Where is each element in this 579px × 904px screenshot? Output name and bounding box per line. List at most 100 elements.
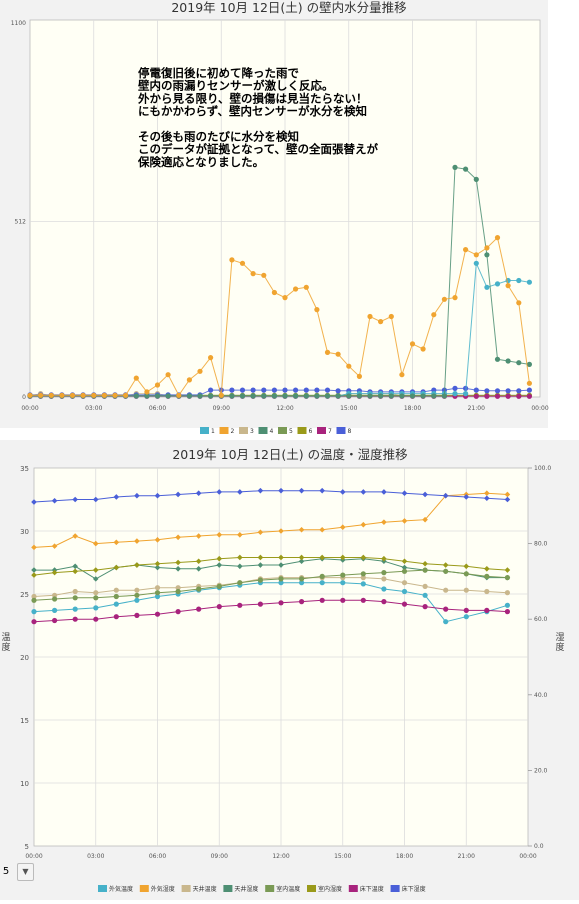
data-point: [360, 489, 367, 495]
data-point: [113, 587, 119, 593]
data-point: [216, 489, 223, 495]
data-point: [443, 619, 449, 625]
data-point: [257, 577, 263, 583]
series-line-天井温度: [33, 577, 508, 597]
data-point: [293, 387, 299, 393]
data-point: [319, 554, 325, 561]
legend-swatch: [278, 427, 287, 434]
data-point: [239, 393, 246, 399]
data-point: [299, 599, 305, 605]
data-point: [443, 568, 449, 574]
annotation-text: このデータが証拠となって、壁の全面張替えが: [138, 142, 379, 156]
y-right-tick-label: 60.0: [534, 616, 548, 623]
y-tick-label: 0: [22, 394, 26, 401]
data-point: [463, 247, 469, 253]
legend-swatch: [297, 427, 307, 434]
data-point: [401, 564, 408, 571]
legend-label: 8: [348, 428, 352, 435]
data-point: [237, 563, 243, 570]
data-point: [516, 393, 522, 399]
data-point: [422, 604, 428, 610]
data-point: [314, 393, 320, 399]
legend-swatch: [317, 427, 326, 434]
data-point: [196, 606, 202, 612]
data-point: [52, 592, 58, 598]
data-point: [526, 380, 533, 386]
data-point: [388, 393, 394, 399]
data-point: [229, 257, 235, 263]
data-point: [69, 392, 76, 398]
data-point: [271, 387, 277, 393]
data-point: [324, 393, 331, 399]
data-point: [299, 580, 305, 586]
legend-label: 外気温度: [109, 885, 133, 893]
data-point: [399, 393, 405, 399]
data-point: [484, 566, 490, 572]
data-point: [208, 387, 214, 393]
data-point: [420, 346, 426, 352]
legend-swatch: [219, 427, 229, 434]
y-left-tick-label: 15: [20, 717, 29, 725]
legend-label: 6: [309, 428, 313, 435]
legend-swatch: [348, 885, 358, 892]
data-point: [504, 590, 510, 596]
data-point: [72, 595, 78, 601]
x-tick-label: 15:00: [340, 405, 357, 412]
data-point: [422, 567, 428, 573]
data-point: [324, 349, 331, 355]
data-point: [526, 279, 533, 285]
data-point: [154, 590, 161, 596]
legend-label: 2: [231, 428, 235, 435]
data-point: [278, 562, 284, 568]
data-point: [516, 388, 522, 394]
legend-label: 天井湿度: [234, 885, 258, 893]
data-point: [463, 391, 469, 397]
legend-swatch: [390, 885, 400, 892]
data-point: [356, 393, 362, 399]
legend-label: 5: [289, 428, 293, 435]
data-point: [484, 588, 490, 595]
data-point: [72, 563, 78, 570]
legend-label: 室内温度: [276, 885, 300, 893]
legend-label: 1: [211, 428, 215, 435]
data-point: [335, 388, 341, 394]
x-tick-label: 18:00: [404, 405, 421, 412]
temp-humidity-chart: 2019年 10月 12日(土) の温度・湿度推移 5 10 15 20 25 30 35 0.…: [0, 440, 579, 900]
annotation-text: 保険適応となりました。: [137, 155, 264, 169]
data-point: [409, 341, 416, 347]
data-point: [339, 489, 346, 495]
data-point: [443, 606, 449, 612]
data-point: [176, 392, 182, 398]
y-left-tick-label: 30: [20, 528, 29, 536]
data-point: [360, 521, 367, 528]
data-point: [381, 586, 387, 592]
y-left-tick-label: 10: [20, 780, 29, 788]
data-point: [144, 389, 150, 395]
zoom-dropdown-button[interactable]: ▼: [17, 863, 34, 881]
x-tick-label: 21:00: [458, 853, 475, 860]
data-point: [93, 605, 99, 611]
y-right-tick-label: 80.0: [534, 541, 548, 548]
data-point: [239, 387, 246, 393]
data-point: [250, 393, 256, 399]
data-point: [422, 592, 428, 598]
data-point: [134, 587, 140, 593]
data-point: [360, 581, 366, 587]
data-point: [218, 392, 224, 398]
data-point: [360, 575, 366, 581]
legend-label: 外気湿度: [151, 885, 175, 893]
data-point: [401, 568, 408, 574]
y-left-tick-label: 5: [25, 843, 29, 851]
data-point: [31, 567, 37, 573]
x-tick-label: 00:00: [21, 405, 38, 412]
data-point: [134, 597, 140, 603]
data-point: [401, 518, 408, 524]
data-point: [186, 377, 192, 383]
legend-label: 天井温度: [193, 885, 217, 893]
data-point: [484, 393, 490, 399]
data-point: [257, 554, 264, 561]
moisture-chart-panel: 2019年 10月 12日(土) の壁内水分量推移 00:00 03:00 06:00…: [0, 0, 579, 440]
data-point: [229, 393, 235, 399]
series-line-室内湿度: [33, 557, 508, 576]
data-point: [452, 295, 458, 301]
